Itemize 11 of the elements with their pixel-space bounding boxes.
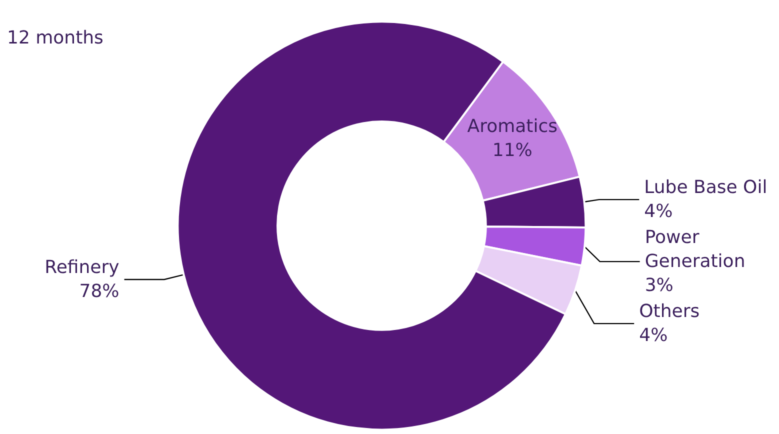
slice-label: Power Generation: [644, 227, 746, 272]
data-label: 4%: [639, 325, 668, 346]
data-label: 4%: [644, 201, 673, 222]
slice-label: Refinery: [44, 256, 120, 278]
slice-label: Aromatics: [467, 116, 558, 138]
data-label: 11%: [492, 140, 532, 162]
slice-label: Lube Base Oil: [644, 177, 768, 198]
data-label: 78%: [79, 280, 120, 302]
chart-title: 12 months: [7, 28, 104, 48]
data-label: 3%: [644, 275, 674, 296]
slice-label: Others: [639, 301, 700, 322]
